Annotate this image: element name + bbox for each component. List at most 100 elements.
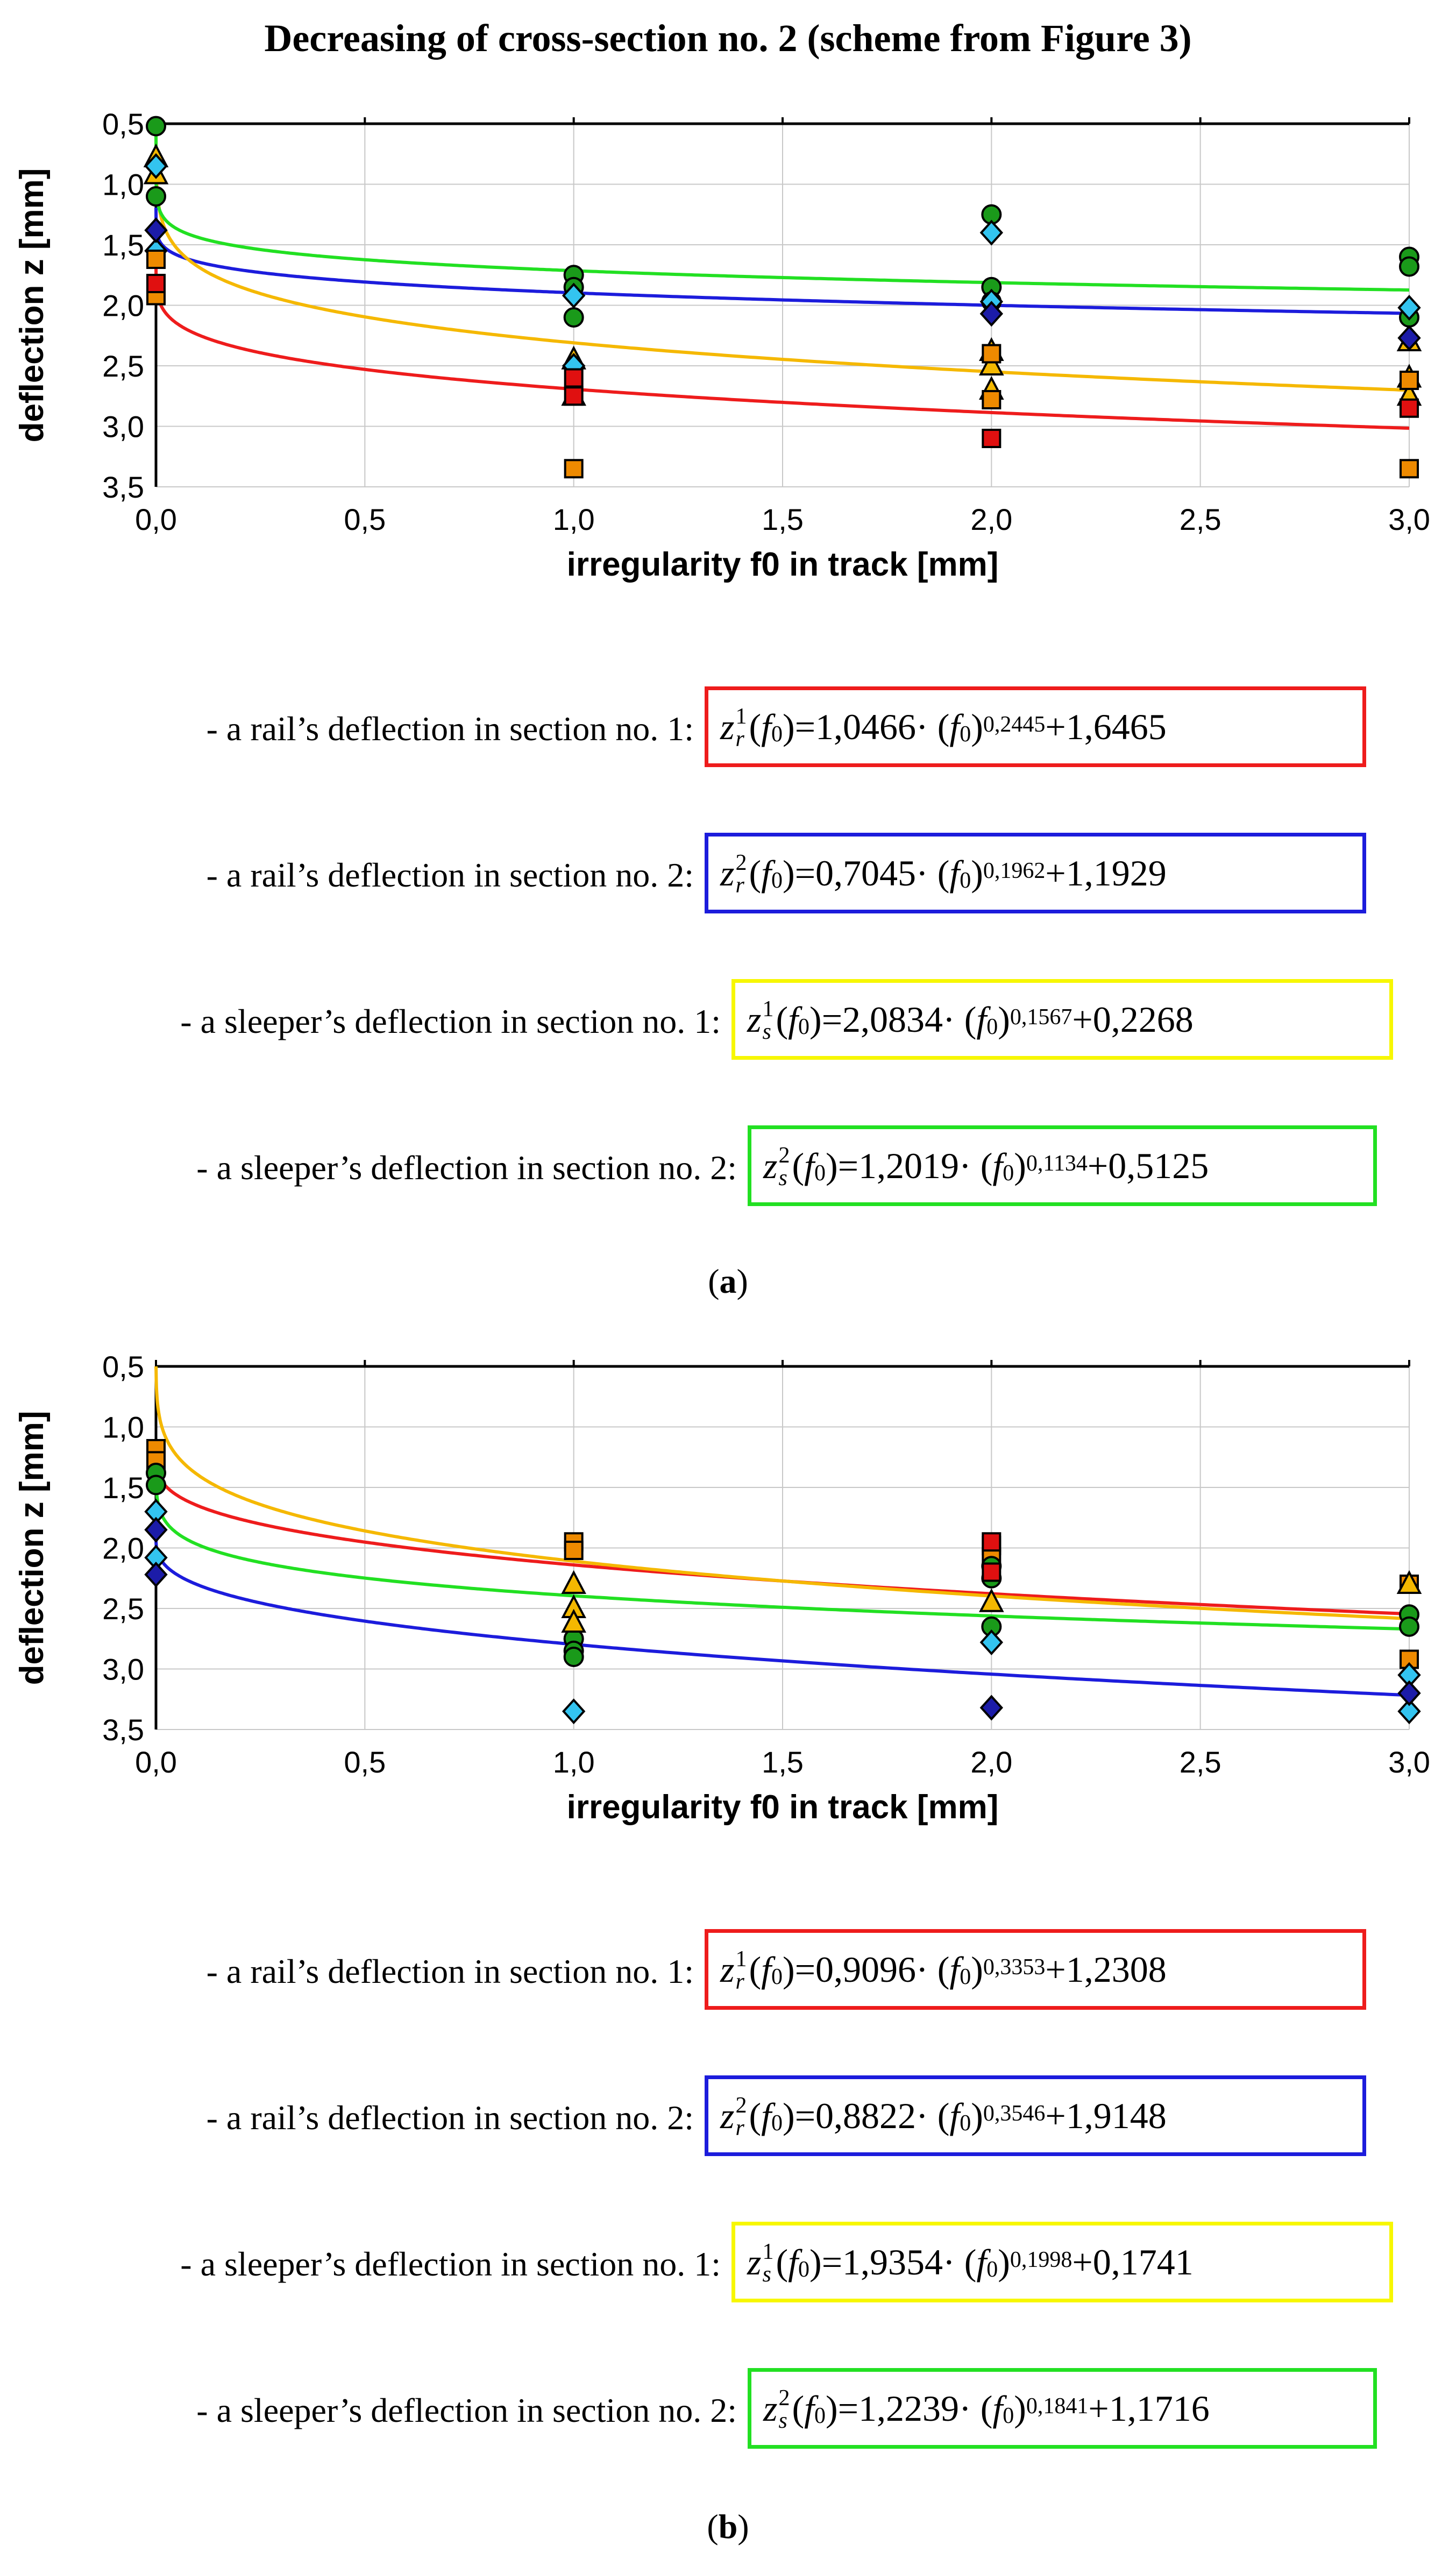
data-point-diamond [1397, 1698, 1421, 1725]
data-point-square [1400, 459, 1419, 479]
data-point-circle [146, 116, 166, 137]
data-point-diamond [1397, 1680, 1421, 1706]
x-tick-label: 2,0 [970, 1745, 1012, 1779]
data-point-diamond [1397, 325, 1421, 351]
x-tick-label: 0,0 [135, 1745, 177, 1779]
y-tick-label: 1,5 [102, 228, 144, 262]
equation-row: - a sleeper’s deflection in section no. … [0, 1122, 1456, 1214]
fit-curve-sleeper-section-1 [154, 123, 1410, 392]
data-point-circle [146, 1475, 166, 1495]
equation-box: z 2 r(f 0) = 0,7045 · (f 0) 0,1962 + 1,1929 [705, 833, 1366, 913]
equation-row: - a sleeper’s deflection in section no. … [0, 976, 1456, 1067]
equation-box: z 1 r(f 0) = 1,0466 · (f 0) 0,2445 + 1,6465 [705, 686, 1366, 767]
data-point-diamond [562, 282, 586, 309]
data-point-diamond [979, 301, 1004, 327]
equation-box: z 2 r(f 0) = 0,8822 · (f 0) 0,3546 + 1,9148 [705, 2075, 1366, 2156]
equation-row: - a rail’s deflection in section no. 2: z… [0, 830, 1456, 921]
data-point-diamond [144, 1516, 168, 1543]
chart-b: 0,0 0,5 1,0 1,5 2,0 2,5 3,0 0,5 1,0 1,5 2,0 2,5 3,0 3… [13, 1350, 1430, 1826]
data-point-square [564, 1541, 584, 1560]
y-axis-label: deflection z [mm] [13, 1411, 51, 1685]
x-axis-label: irregularity f0 in track [mm] [567, 546, 999, 583]
equation-box: z 2 s(f 0) = 1,2019 · (f 0) 0,1134 + 0,5125 [748, 1125, 1377, 1206]
y-axis-label: deflection z [mm] [13, 168, 51, 443]
chart-a: 0,0 0,5 1,0 1,5 2,0 2,5 3,0 0,5 1,0 1,5 2,0 2,5 3,0 3… [13, 107, 1430, 583]
y-tick-label: 2,5 [102, 1592, 144, 1626]
equation-description: - a sleeper’s deflection in section no. … [196, 1149, 737, 1187]
data-point-diamond [979, 219, 1004, 246]
y-tick-label: 3,0 [102, 1653, 144, 1686]
fit-curve-sleeper-section-1 [154, 1366, 1410, 1620]
data-point-square [1400, 371, 1419, 390]
data-point-square [1400, 398, 1419, 418]
data-point-diamond [144, 153, 168, 179]
equation-description: - a rail’s deflection in section no. 2: [206, 856, 694, 894]
y-tick-label: 2,5 [102, 349, 144, 383]
data-point-square [564, 459, 584, 479]
data-point-square [146, 250, 166, 269]
data-point-triangle [1396, 1570, 1422, 1594]
equation-description: - a rail’s deflection in section no. 1: [206, 1952, 694, 1990]
data-point-diamond [562, 1698, 586, 1725]
equation-box: z 1 s(f 0) = 2,0834 · (f 0) 0,1567 + 0,2268 [731, 979, 1393, 1060]
data-point-triangle [561, 1608, 586, 1633]
y-tick-label: 0,5 [102, 107, 144, 141]
data-point-circle [563, 307, 584, 328]
data-point-square [982, 390, 1002, 409]
equation-box: z 1 s(f 0) = 1,9354 · (f 0) 0,1998 + 0,1741 [731, 2222, 1393, 2302]
x-tick-label: 3,0 [1388, 1745, 1430, 1779]
data-point-triangle [979, 351, 1004, 375]
x-tick-label: 2,0 [970, 502, 1012, 536]
equation-row: - a rail’s deflection in section no. 1: z… [0, 1926, 1456, 2017]
data-point-circle [563, 1647, 584, 1667]
equation-box: z 1 r(f 0) = 0,9096 · (f 0) 0,3353 + 1,2308 [705, 1929, 1366, 2010]
equation-row: - a sleeper’s deflection in section no. … [0, 2365, 1456, 2456]
y-tick-label: 3,5 [102, 470, 144, 504]
data-point-diamond [979, 1695, 1004, 1721]
x-axis-label: irregularity f0 in track [mm] [567, 1789, 999, 1826]
y-tick-label: 1,0 [102, 168, 144, 202]
data-point-diamond [144, 217, 168, 243]
data-point-square [982, 429, 1002, 448]
x-tick-label: 1,0 [553, 1745, 595, 1779]
y-tick-label: 2,0 [102, 1532, 144, 1565]
data-point-square [564, 368, 584, 388]
x-tick-label: 0,5 [344, 502, 386, 536]
equation-row: - a rail’s deflection in section no. 2: z… [0, 2072, 1456, 2164]
x-tick-label: 0,0 [135, 502, 177, 536]
data-point-triangle [561, 1570, 586, 1594]
x-tick-label: 1,5 [762, 502, 804, 536]
data-point-diamond [1397, 295, 1421, 321]
fit-curve-sleeper-section-2 [154, 1448, 1410, 1631]
data-point-square [146, 274, 166, 293]
equation-description: - a sleeper’s deflection in section no. … [196, 2391, 737, 2429]
x-tick-label: 2,5 [1180, 1745, 1221, 1779]
x-tick-label: 3,0 [1388, 502, 1430, 536]
panel-label-b: (b) [707, 2507, 749, 2546]
equation-box: z 2 s(f 0) = 1,2239 · (f 0) 0,1841 + 1,1716 [748, 2368, 1377, 2449]
equation-description: - a rail’s deflection in section no. 2: [206, 2099, 694, 2137]
data-point-circle [1399, 256, 1419, 277]
figure-title: Decreasing of cross-section no. 2 (schem… [264, 17, 1192, 60]
y-tick-label: 1,0 [102, 1410, 144, 1444]
x-tick-label: 2,5 [1180, 502, 1221, 536]
y-tick-label: 3,5 [102, 1713, 144, 1747]
y-tick-label: 2,0 [102, 289, 144, 323]
x-tick-label: 1,5 [762, 1745, 804, 1779]
equation-row: - a sleeper’s deflection in section no. … [0, 2218, 1456, 2310]
equation-description: - a rail’s deflection in section no. 1: [206, 710, 694, 748]
equation-description: - a sleeper’s deflection in section no. … [180, 2245, 721, 2283]
x-tick-label: 0,5 [344, 1745, 386, 1779]
y-tick-label: 0,5 [102, 1350, 144, 1384]
data-point-triangle [979, 1588, 1004, 1612]
y-tick-label: 3,0 [102, 410, 144, 444]
data-point-circle [1399, 1616, 1419, 1637]
data-point-square [564, 386, 584, 406]
y-tick-label: 1,5 [102, 1471, 144, 1505]
data-point-square [982, 344, 1002, 364]
data-point-circle [146, 186, 166, 207]
data-point-diamond [144, 1562, 168, 1587]
fit-curve-rail-section-1 [154, 1455, 1410, 1616]
panel-label-a: (a) [708, 1262, 748, 1300]
data-point-square [982, 1532, 1002, 1552]
